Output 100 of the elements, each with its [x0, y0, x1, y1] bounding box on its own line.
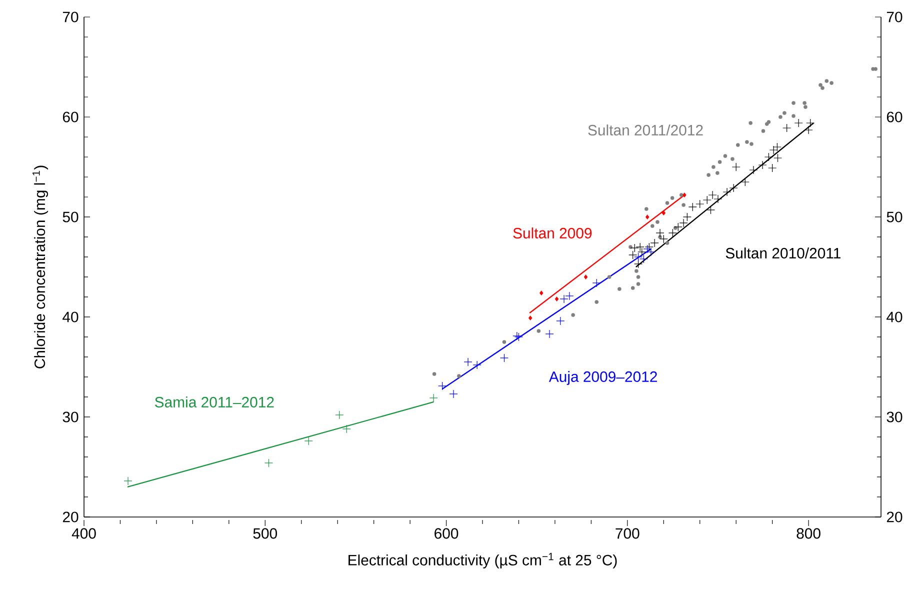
y-tick-label: 50 — [62, 212, 78, 222]
point — [554, 296, 559, 302]
x-axis-title: Electrical conductivity (µS cm$^{−1}$ at 25 °C) — [348, 552, 617, 568]
point — [560, 294, 568, 304]
x-tick-label: 800 — [796, 528, 820, 539]
point — [594, 300, 599, 304]
point — [745, 140, 749, 144]
point — [782, 111, 786, 115]
point — [702, 196, 712, 204]
point — [650, 238, 659, 248]
point — [514, 332, 524, 342]
point — [712, 165, 716, 169]
point — [565, 292, 574, 300]
y2-tick-label: 50 — [886, 212, 902, 222]
point — [729, 184, 738, 192]
series-label: Sultan 2011/2012 — [588, 124, 703, 136]
point — [818, 83, 822, 87]
point — [804, 105, 808, 109]
point — [749, 166, 758, 174]
point — [665, 201, 670, 205]
point — [758, 160, 767, 170]
point — [769, 146, 778, 154]
point — [682, 203, 686, 207]
point — [571, 313, 575, 317]
point — [723, 154, 728, 158]
point — [646, 248, 656, 256]
point — [650, 224, 654, 228]
text: Samia 2011–2012 — [155, 396, 274, 408]
text: Sultan 2009 — [513, 228, 592, 238]
y-tick-label: 70 — [62, 12, 78, 22]
y2-tick-label: 70 — [886, 12, 902, 22]
y-tick-label: 30 — [62, 412, 78, 422]
x-tick-label: 700 — [616, 528, 640, 539]
point — [500, 354, 509, 362]
point — [540, 290, 544, 296]
point — [806, 118, 815, 128]
point — [636, 275, 640, 279]
point — [665, 241, 670, 245]
point — [782, 124, 792, 132]
point — [646, 214, 650, 220]
point — [794, 118, 803, 128]
point — [630, 286, 635, 290]
y-axis-title: Chloride concentration (mg l$^{−1}$) — [32, 166, 48, 368]
point — [804, 126, 813, 134]
point — [512, 332, 522, 340]
point — [618, 287, 622, 291]
y-tick-label: 60 — [62, 112, 78, 122]
point — [680, 193, 684, 197]
point — [457, 374, 461, 378]
y2-tick-label: 40 — [886, 312, 902, 322]
point — [820, 86, 824, 90]
point — [644, 207, 648, 211]
point — [706, 173, 710, 177]
point — [740, 178, 750, 186]
point — [636, 282, 640, 286]
point — [696, 200, 704, 208]
point — [730, 157, 734, 161]
y-tick-label: 40 — [62, 312, 78, 322]
point — [502, 340, 506, 344]
point — [722, 188, 732, 196]
y2-tick-label: 60 — [886, 112, 902, 122]
point — [716, 171, 720, 175]
point — [656, 220, 660, 224]
point — [871, 67, 875, 71]
point — [679, 218, 688, 228]
point — [335, 410, 344, 420]
point — [778, 115, 782, 119]
x-tick-label: 600 — [434, 528, 458, 539]
point — [802, 101, 806, 105]
point — [732, 162, 740, 172]
x-tick-label: 400 — [72, 528, 96, 539]
point — [342, 424, 351, 434]
y-tick-label: 20 — [62, 512, 78, 522]
point — [670, 196, 674, 200]
point — [706, 206, 716, 214]
point — [464, 358, 472, 366]
point — [264, 458, 274, 468]
point — [668, 228, 677, 238]
point — [630, 244, 639, 252]
point — [773, 154, 782, 162]
point — [536, 329, 541, 333]
y2-tick-label: 20 — [886, 512, 902, 522]
point — [748, 121, 752, 125]
text: Auja 2009–2012 — [548, 371, 657, 385]
point — [682, 192, 686, 198]
y2-tick-label: 30 — [886, 412, 902, 422]
point — [764, 152, 773, 162]
point — [772, 142, 782, 152]
point — [718, 160, 722, 164]
point — [432, 372, 436, 376]
point — [824, 79, 829, 83]
point — [449, 390, 458, 398]
point — [736, 143, 740, 147]
point — [674, 222, 682, 232]
point — [628, 250, 638, 260]
point — [792, 101, 796, 105]
point — [556, 316, 565, 326]
point — [545, 330, 554, 338]
point — [750, 142, 754, 146]
point — [607, 275, 612, 279]
